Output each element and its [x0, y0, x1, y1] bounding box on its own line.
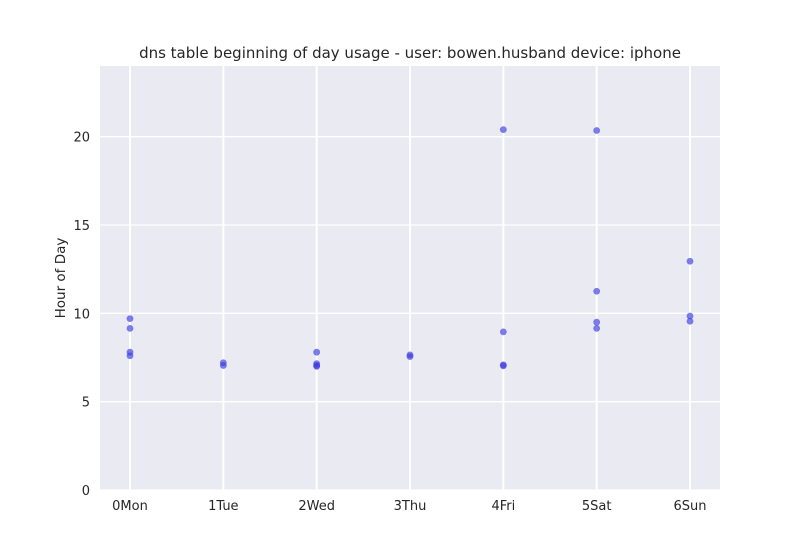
chart-title: dns table beginning of day usage - user:…: [139, 44, 681, 62]
data-point: [593, 127, 601, 134]
x-tick-label: 2Wed: [298, 499, 335, 514]
data-point: [126, 352, 134, 360]
data-point: [313, 362, 321, 370]
x-tick-label: 3Thu: [394, 499, 427, 514]
data-point: [686, 317, 694, 325]
data-point: [686, 312, 694, 320]
y-axis-label: Hour of Day: [53, 238, 69, 319]
y-tick-label: 15: [73, 219, 90, 234]
plot-area: [100, 66, 720, 491]
y-tick-label: 20: [73, 131, 90, 146]
x-tick-label: 0Mon: [112, 499, 148, 514]
data-point: [593, 324, 601, 332]
data-point: [499, 126, 507, 133]
x-tick-label: 4Fri: [491, 499, 515, 514]
y-tick-label: 10: [73, 307, 90, 322]
x-tick-label: 6Sun: [673, 499, 706, 514]
data-point: [406, 353, 414, 361]
data-point: [499, 328, 507, 336]
data-point: [593, 287, 601, 295]
data-point: [499, 362, 507, 370]
y-tick-label: 5: [82, 396, 90, 411]
y-tick-label: 0: [82, 484, 90, 499]
data-point: [126, 324, 134, 332]
data-point: [593, 318, 601, 326]
data-point: [219, 362, 227, 369]
data-point: [686, 257, 694, 265]
x-tick-label: 5Sat: [582, 499, 612, 514]
data-point: [313, 348, 321, 356]
x-tick-label: 1Tue: [208, 499, 238, 514]
data-point: [126, 315, 134, 323]
